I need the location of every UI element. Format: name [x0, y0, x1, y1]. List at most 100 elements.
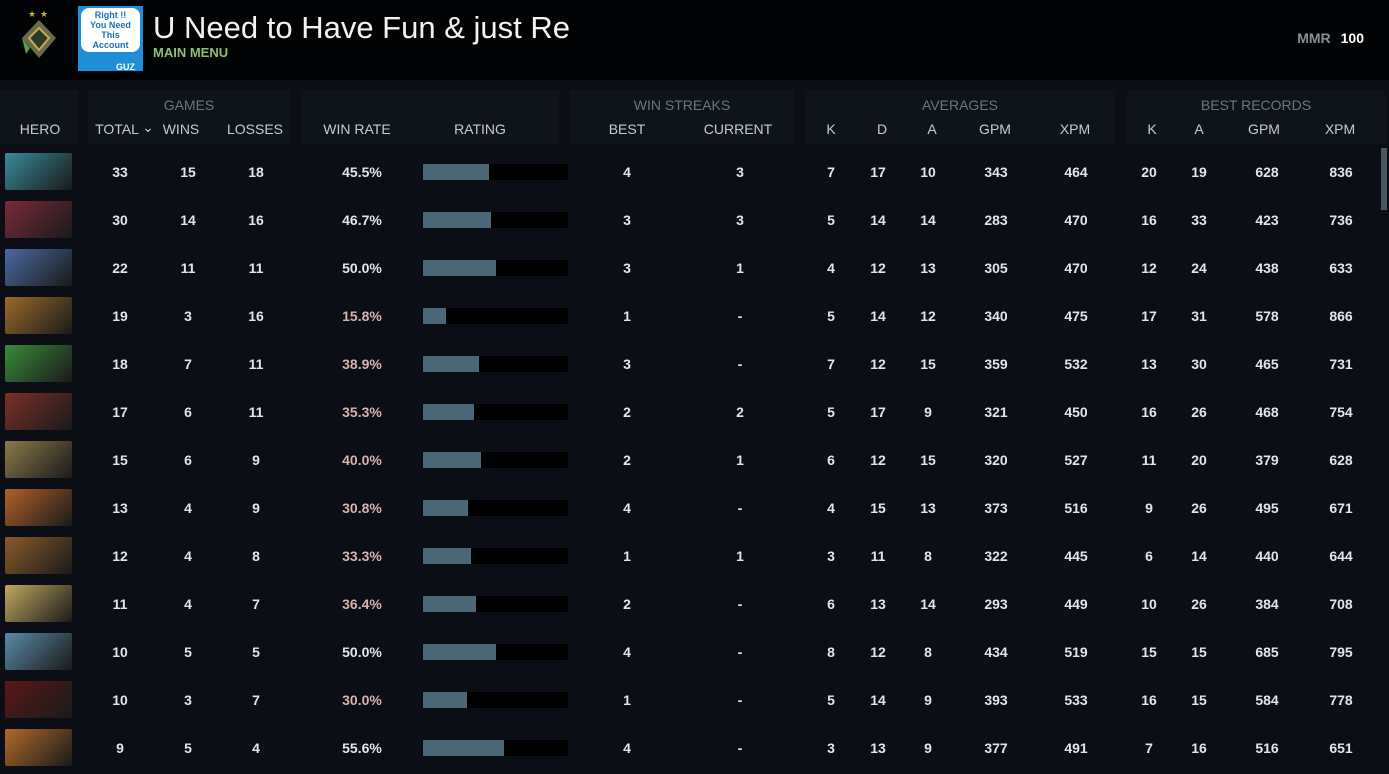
column-header-ba[interactable]: A — [1194, 121, 1204, 137]
scrollbar[interactable] — [1381, 148, 1387, 210]
rating-bar-fill — [423, 740, 504, 756]
cell-current: - — [737, 596, 743, 612]
hero-portrait[interactable] — [5, 201, 72, 238]
column-header-rating[interactable]: RATING — [454, 121, 506, 137]
cell-win-rate: 45.5% — [342, 164, 382, 180]
cell-current: 1 — [736, 260, 744, 276]
column-header-xpm[interactable]: XPM — [1059, 121, 1091, 137]
cell-k: 6 — [827, 596, 835, 612]
hero-portrait[interactable] — [5, 585, 72, 622]
column-header-bk[interactable]: K — [1147, 121, 1157, 137]
cell-ba: 30 — [1191, 356, 1207, 372]
cell-current: - — [737, 500, 743, 516]
cell-a: 9 — [924, 692, 932, 708]
hero-row[interactable]: 13 4 9 30.8% 4 - 4 15 13 373 516 9 26 495 671 — [0, 486, 1378, 534]
cell-k: 7 — [827, 356, 835, 372]
hero-row[interactable]: 15 6 9 40.0% 2 1 6 12 15 320 527 11 20 379 628 — [0, 438, 1378, 486]
hero-portrait[interactable] — [5, 441, 72, 478]
cell-a: 15 — [920, 452, 936, 468]
hero-row[interactable]: 33 15 18 45.5% 4 3 7 17 10 343 464 20 19 628 836 — [0, 150, 1378, 198]
hero-portrait[interactable] — [5, 393, 72, 430]
cell-k: 7 — [827, 164, 835, 180]
cell-losses: 4 — [252, 740, 260, 756]
cell-bk: 16 — [1141, 404, 1157, 420]
rating-bar — [423, 548, 568, 564]
cell-wins: 3 — [184, 308, 192, 324]
cell-total: 12 — [112, 548, 128, 564]
hero-portrait[interactable] — [5, 681, 72, 718]
hero-portrait[interactable] — [5, 537, 72, 574]
column-header-hero[interactable]: HERO — [19, 121, 61, 137]
hero-row[interactable]: 30 14 16 46.7% 3 3 5 14 14 283 470 16 33 423 736 — [0, 198, 1378, 246]
cell-xpm: 491 — [1064, 740, 1088, 756]
hero-row[interactable]: 22 11 11 50.0% 3 1 4 12 13 305 470 12 24 438 633 — [0, 246, 1378, 294]
column-header-best[interactable]: BEST — [608, 121, 646, 137]
hero-row[interactable]: 19 3 16 15.8% 1 - 5 14 12 340 475 17 31 578 866 — [0, 294, 1378, 342]
cell-current: - — [737, 308, 743, 324]
column-header-bxpm[interactable]: XPM — [1324, 121, 1356, 137]
cell-gpm: 343 — [984, 164, 1008, 180]
hero-row[interactable]: 18 7 11 38.9% 3 - 7 12 15 359 532 13 30 465 731 — [0, 342, 1378, 390]
cell-win-rate: 15.8% — [342, 308, 382, 324]
column-header-k[interactable]: K — [826, 121, 836, 137]
hero-row[interactable]: 10 3 7 30.0% 1 - 5 14 9 393 533 16 15 584 778 — [0, 678, 1378, 726]
hero-row[interactable]: 10 5 5 50.0% 4 - 8 12 8 434 519 15 15 685 795 — [0, 630, 1378, 678]
hero-portrait[interactable] — [5, 345, 72, 382]
cell-bgpm: 578 — [1255, 308, 1279, 324]
rating-bar — [423, 692, 568, 708]
cell-total: 19 — [112, 308, 128, 324]
cell-total: 17 — [112, 404, 128, 420]
column-header-d[interactable]: D — [876, 121, 888, 137]
cell-ba: 26 — [1191, 404, 1207, 420]
column-header-gpm[interactable]: GPM — [979, 121, 1011, 137]
svg-text:★: ★ — [28, 9, 36, 19]
column-header-wins[interactable]: WINS — [162, 121, 200, 137]
rating-bar — [423, 356, 568, 372]
cell-a: 10 — [920, 164, 936, 180]
hero-portrait[interactable] — [5, 153, 72, 190]
column-header-a[interactable]: A — [927, 121, 937, 137]
cell-bxpm: 866 — [1329, 308, 1353, 324]
cell-bgpm: 384 — [1255, 596, 1279, 612]
column-header-win-rate[interactable]: WIN RATE — [323, 121, 391, 137]
cell-best: 3 — [623, 356, 631, 372]
cell-ba: 20 — [1191, 452, 1207, 468]
column-header-losses[interactable]: LOSSES — [226, 121, 284, 137]
cell-a: 8 — [924, 548, 932, 564]
hero-portrait[interactable] — [5, 489, 72, 526]
cell-bgpm: 379 — [1255, 452, 1279, 468]
hero-row[interactable]: 9 5 4 55.6% 4 - 3 13 9 377 491 7 16 516 651 — [0, 726, 1378, 774]
cell-a: 14 — [920, 212, 936, 228]
cell-xpm: 450 — [1064, 404, 1088, 420]
hero-portrait[interactable] — [5, 249, 72, 286]
hero-portrait[interactable] — [5, 633, 72, 670]
column-header-bgpm[interactable]: GPM — [1248, 121, 1280, 137]
hero-row[interactable]: 17 6 11 35.3% 2 2 5 17 9 321 450 16 26 468 754 — [0, 390, 1378, 438]
cell-d: 13 — [870, 596, 886, 612]
cell-losses: 7 — [252, 692, 260, 708]
cell-ba: 33 — [1191, 212, 1207, 228]
cell-current: 2 — [736, 404, 744, 420]
cell-bk: 12 — [1141, 260, 1157, 276]
main-menu-link[interactable]: MAIN MENU — [153, 45, 229, 60]
rating-bar-fill — [423, 452, 481, 468]
cell-total: 9 — [116, 740, 124, 756]
cell-d: 12 — [870, 452, 886, 468]
hero-row[interactable]: 12 4 8 33.3% 1 1 3 11 8 322 445 6 14 440 644 — [0, 534, 1378, 582]
averages-group-label: AVERAGES — [922, 97, 998, 113]
cell-losses: 5 — [252, 644, 260, 660]
rank-medal-icon: ★ ★ — [22, 9, 56, 58]
cell-k: 8 — [827, 644, 835, 660]
cell-total: 10 — [112, 644, 128, 660]
hero-portrait[interactable] — [5, 297, 72, 334]
hero-portrait[interactable] — [5, 729, 72, 766]
profile-avatar[interactable]: Right !! You Need This Account GUZ — [78, 6, 143, 72]
sort-descending-icon[interactable]: ⌄ — [142, 119, 154, 135]
rating-bar — [423, 740, 568, 756]
cell-bxpm: 731 — [1329, 356, 1353, 372]
column-header-current[interactable]: CURRENT — [703, 121, 773, 137]
column-header-total[interactable]: TOTAL — [95, 121, 139, 137]
hero-row[interactable]: 11 4 7 36.4% 2 - 6 13 14 293 449 10 26 384 708 — [0, 582, 1378, 630]
cell-current: - — [737, 692, 743, 708]
cell-xpm: 470 — [1064, 212, 1088, 228]
